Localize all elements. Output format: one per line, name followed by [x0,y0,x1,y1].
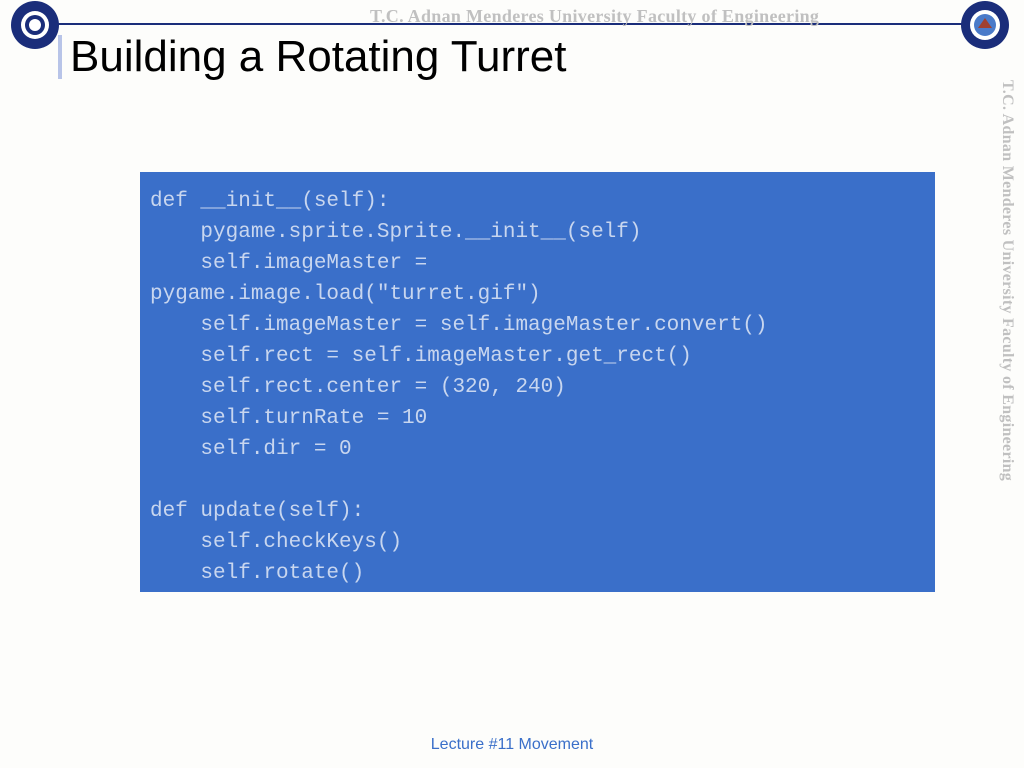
slide-title-bar: Building a Rotating Turret [58,32,567,82]
sidebar-university-text: T.C. Adnan Menderes University Faculty o… [994,80,1016,680]
slide-title: Building a Rotating Turret [70,32,567,81]
footer-lecture-label: Lecture #11 Movement [0,736,1024,754]
header-university-text: T.C. Adnan Menderes University Faculty o… [370,6,819,27]
university-logo-left [10,0,60,55]
title-accent-bar [58,35,62,79]
code-block: def __init__(self): pygame.sprite.Sprite… [140,172,935,592]
faculty-logo-right [960,0,1010,55]
